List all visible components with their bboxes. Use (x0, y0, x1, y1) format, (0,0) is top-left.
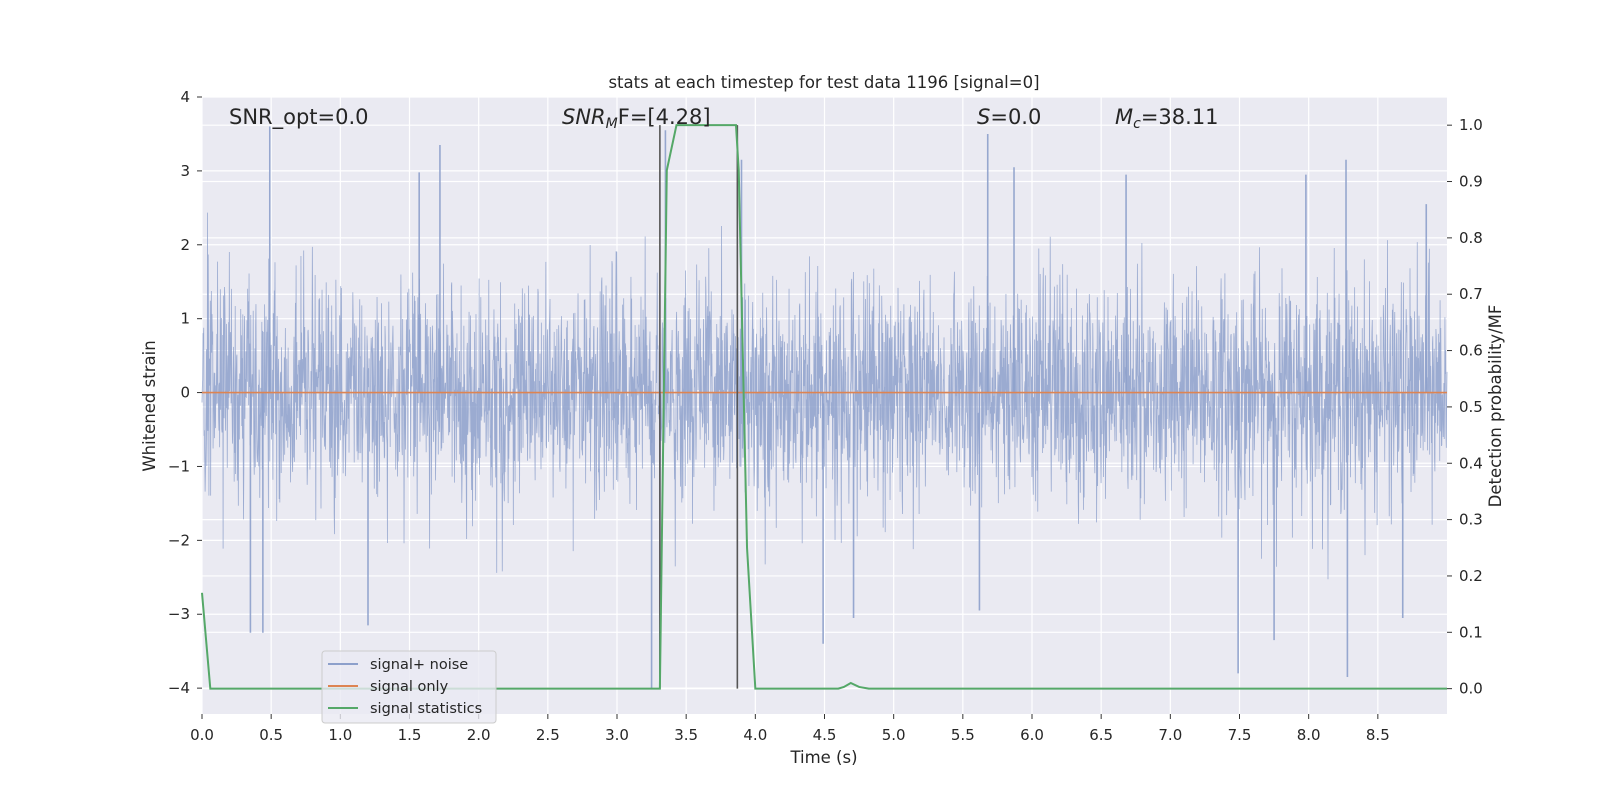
s-symbol: S (977, 105, 990, 129)
x-tick-label: 0.0 (190, 726, 214, 744)
x-tick-label: 4.5 (813, 726, 837, 744)
mc-symbol: M (1115, 105, 1133, 129)
x-tick-label: 4.0 (743, 726, 767, 744)
right-tick-label: 0.4 (1459, 454, 1483, 472)
right-tick-label: 0.0 (1459, 680, 1483, 698)
right-tick-label: 1.0 (1459, 116, 1483, 134)
x-tick-label: 8.5 (1366, 726, 1390, 744)
left-tick-label: −4 (168, 679, 190, 697)
legend-label-signal-statistics: signal statistics (370, 701, 482, 717)
signal-statistics-line (201, 124, 1447, 690)
legend-label-signal-noise: signal+ noise (370, 657, 468, 673)
x-tick-label: 6.0 (1020, 726, 1044, 744)
x-tick-label: 0.5 (259, 726, 283, 744)
left-tick-label: −1 (168, 457, 190, 475)
signal-statistics-series (201, 124, 1447, 690)
left-tick-label: −3 (168, 605, 190, 623)
left-tick-label: 1 (180, 310, 190, 328)
right-tick-label: 0.6 (1459, 342, 1483, 360)
x-axis-ticks: 0.0 0.5 1.0 1.5 2.0 2.5 3.0 3.5 4.0 4.5 5.0 5.5 6.0 6… (190, 714, 1390, 744)
mc-subscript: c (1133, 116, 1141, 132)
left-y-axis-label: Whitened strain (140, 340, 159, 471)
right-tick-label: 0.9 (1459, 173, 1483, 191)
x-tick-label: 7.0 (1158, 726, 1182, 744)
right-tick-label: 0.1 (1459, 623, 1483, 641)
mc-annotation: Mc=38.11 (1115, 105, 1219, 132)
signal-noise-line (201, 212, 1448, 580)
legend-label-signal-only: signal only (370, 679, 449, 695)
right-tick-label: 0.5 (1459, 398, 1483, 416)
legend: signal+ noise signal only signal statist… (321, 650, 497, 724)
x-tick-label: 1.5 (398, 726, 422, 744)
snr-mf-subscript: M (606, 116, 618, 132)
left-tick-label: 2 (180, 236, 190, 254)
marker-lines (659, 125, 739, 689)
x-tick-label: 6.5 (1089, 726, 1113, 744)
chart-title: stats at each timestep for test data 119… (608, 73, 1039, 92)
x-tick-label: 3.5 (674, 726, 698, 744)
x-tick-label: 1.0 (328, 726, 352, 744)
x-tick-label: 2.0 (467, 726, 491, 744)
snr-mf-base: SNR (562, 105, 606, 129)
right-tick-label: 0.8 (1459, 229, 1483, 247)
x-tick-label: 7.5 (1228, 726, 1252, 744)
right-y-axis-label: Detection probability/MF (1486, 305, 1505, 508)
left-tick-label: 3 (180, 162, 190, 180)
snr-mf-value: F=[4.28] (618, 105, 711, 129)
snr-mf-annotation: SNRMF=[4.28] (562, 105, 711, 132)
mc-value: =38.11 (1141, 105, 1219, 129)
x-axis-label: Time (s) (789, 748, 857, 767)
snr-opt-annotation: SNR_opt=0.0 (229, 105, 369, 130)
x-tick-label: 2.5 (536, 726, 560, 744)
left-tick-label: 0 (180, 384, 190, 402)
left-tick-label: −2 (168, 531, 190, 549)
right-tick-label: 0.2 (1459, 567, 1483, 585)
right-axis-ticks: 1.0 0.9 0.8 0.7 0.6 0.5 0.4 0.3 0.2 0.1 0.0 (1447, 116, 1483, 698)
signal-noise-series (201, 126, 1448, 689)
left-axis-ticks: 4 3 2 1 0 −1 −2 −3 −4 (168, 88, 202, 697)
left-tick-label: 4 (180, 88, 190, 106)
x-tick-label: 3.0 (605, 726, 629, 744)
s-value: =0.0 (990, 105, 1041, 129)
s-annotation: S=0.0 (977, 105, 1041, 129)
x-tick-label: 5.0 (882, 726, 906, 744)
x-tick-label: 8.0 (1297, 726, 1321, 744)
right-tick-label: 0.3 (1459, 511, 1483, 529)
right-tick-label: 0.7 (1459, 285, 1483, 303)
legend-box (321, 650, 497, 724)
x-tick-label: 5.5 (951, 726, 975, 744)
